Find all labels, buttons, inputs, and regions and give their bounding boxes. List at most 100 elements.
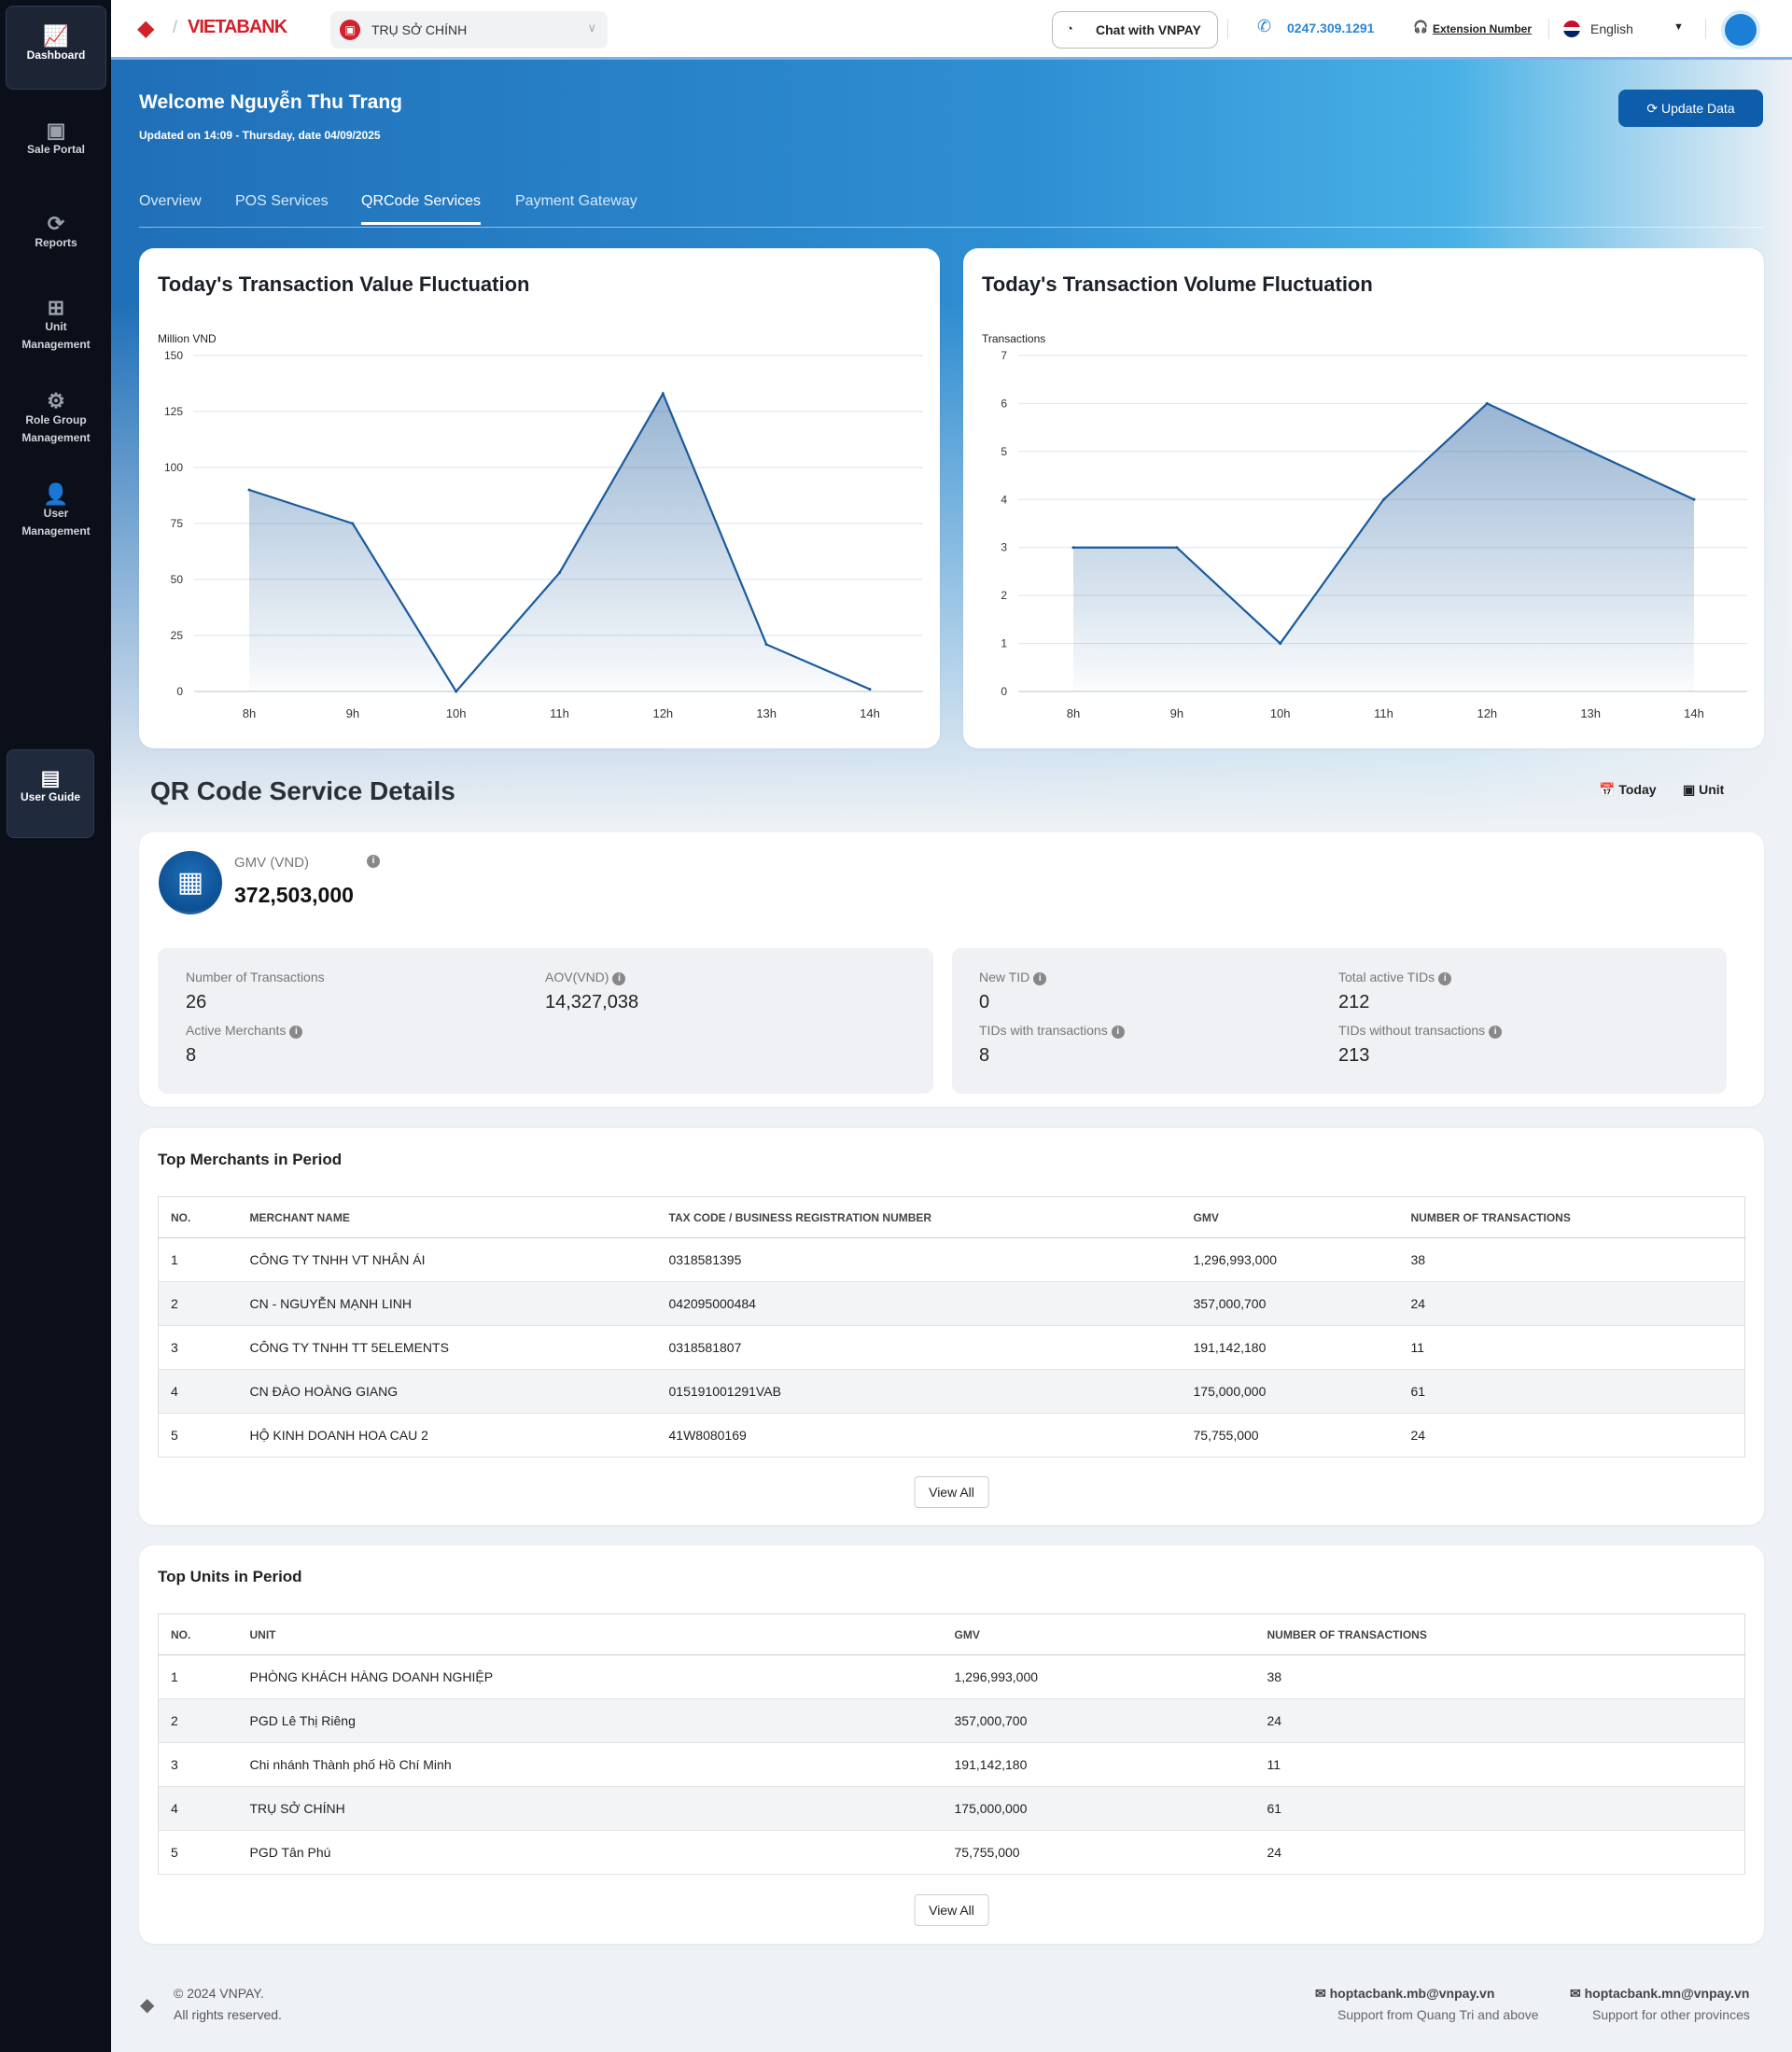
- volume-chart-card: Today's Transaction Volume Fluctuation T…: [963, 248, 1764, 748]
- y-axis-title: Transactions: [982, 332, 1046, 345]
- info-icon[interactable]: i: [1489, 1026, 1503, 1039]
- y-tick-label: 25: [171, 629, 184, 642]
- sidebar-item-label: User Management: [21, 507, 91, 537]
- sidebar-item-user-management[interactable]: 👤 User Management: [6, 482, 106, 540]
- tab-overview[interactable]: Overview: [139, 193, 202, 209]
- uk-flag-icon: [1563, 21, 1580, 37]
- email-link-2[interactable]: ✉ hoptacbank.mn@vnpay.vn: [1570, 1986, 1749, 2002]
- sidebar-item-label: Reports: [35, 236, 77, 249]
- table-cell: 24: [1267, 1698, 1745, 1743]
- tab-payment-gateway[interactable]: Payment Gateway: [515, 193, 637, 209]
- chevron-down-icon: ∨: [587, 21, 596, 35]
- volume-chart: 0 1 2 3 4 5 6 7 8h 9h 10h 11h 12h 13h 14h: [1001, 349, 1747, 720]
- bank-logo: VIETABANK: [188, 17, 287, 37]
- y-tick-label: 2: [1001, 589, 1007, 602]
- info-icon[interactable]: i: [1111, 1026, 1125, 1039]
- sidebar-item-reports[interactable]: ⟳ Reports: [6, 214, 106, 252]
- stat-value: 0: [979, 992, 990, 1012]
- table-cell: 191,142,180: [1193, 1325, 1411, 1370]
- sidebar-item-unit-management[interactable]: ⊞ Unit Management: [6, 296, 106, 354]
- table-cell: 0318581807: [668, 1325, 1194, 1370]
- table-cell: 5: [158, 1830, 250, 1875]
- unit-select[interactable]: ▣ TRỤ SỞ CHÍNH ∨: [330, 11, 608, 49]
- data-point: [351, 522, 355, 525]
- table-cell: CN - NGUYỄN MẠNH LINH: [249, 1281, 669, 1326]
- table-cell: CÔNG TY TNHH TT 5ELEMENTS: [249, 1325, 669, 1370]
- table-cell: 175,000,000: [1193, 1369, 1411, 1414]
- table-row: 1 CÔNG TY TNHH VT NHÂN ÁI 0318581395 1,296,…: [158, 1237, 1745, 1282]
- extension-number-link[interactable]: Extension Number: [1433, 22, 1533, 35]
- x-tick-label: 12h: [1477, 706, 1497, 720]
- language-select[interactable]: English ▼: [1563, 19, 1694, 41]
- column-header: MERCHANT NAME: [249, 1196, 669, 1238]
- y-tick-label: 7: [1001, 349, 1007, 362]
- value-chart: 0 25 50 75 100 125 150 8h 9h 10h 11h 12h 13h 14h: [164, 349, 923, 720]
- hierarchy-icon: ⊞: [47, 296, 65, 319]
- table-cell: 5: [158, 1413, 250, 1458]
- filter-unit-button[interactable]: ▣ Unit: [1683, 782, 1724, 798]
- table-cell: 4: [158, 1786, 250, 1831]
- table-cell: 61: [1410, 1369, 1745, 1414]
- view-all-units-button[interactable]: View All: [914, 1894, 989, 1926]
- value-chart-card: Today's Transaction Value Fluctuation Mi…: [139, 248, 940, 748]
- y-tick-label: 6: [1001, 397, 1007, 410]
- email: hoptacbank.mn@vnpay.vn: [1584, 1986, 1750, 2001]
- table-cell: 38: [1267, 1654, 1745, 1699]
- table-cell: 191,142,180: [954, 1742, 1267, 1787]
- sidebar-item-label: User Guide: [20, 790, 81, 803]
- column-header: NO.: [158, 1613, 250, 1655]
- user-gear-icon: 👤: [43, 482, 69, 506]
- y-tick-label: 0: [176, 685, 183, 698]
- avatar[interactable]: [1721, 10, 1760, 49]
- info-icon[interactable]: i: [612, 972, 626, 985]
- sidebar-item-role-group-management[interactable]: ⚙ Role Group Management: [6, 391, 106, 447]
- info-icon[interactable]: i: [289, 1026, 303, 1039]
- filter-today-button[interactable]: 📅 Today: [1599, 782, 1657, 798]
- divider: [1705, 19, 1706, 39]
- view-all-merchants-button[interactable]: View All: [914, 1476, 989, 1508]
- x-tick-label: 14h: [860, 706, 880, 720]
- update-data-button[interactable]: ⟳ Update Data: [1618, 90, 1763, 127]
- caret-down-icon: ▼: [1673, 21, 1684, 33]
- table-cell: 24: [1410, 1281, 1745, 1326]
- table-cell: 0318581395: [668, 1237, 1194, 1282]
- units-table: NO. UNIT GMV NUMBER OF TRANSACTIONS 1 PHÒ…: [158, 1613, 1745, 1875]
- y-axis-title: Million VND: [158, 332, 217, 345]
- data-point: [661, 392, 665, 396]
- data-point: [1589, 450, 1592, 454]
- logo-divider: /: [173, 18, 178, 36]
- table-cell: 015191001291VAB: [668, 1369, 1194, 1414]
- email-link-1[interactable]: ✉ hoptacbank.mb@vnpay.vn: [1315, 1986, 1494, 2002]
- table-cell: 61: [1267, 1786, 1745, 1831]
- welcome-title: Welcome Nguyễn Thu Trang: [139, 91, 402, 113]
- info-icon[interactable]: i: [367, 855, 380, 868]
- sidebar-item-label: Dashboard: [26, 49, 86, 62]
- x-tick-label: 9h: [1170, 706, 1183, 720]
- sidebar-item-user-guide[interactable]: ▤ User Guide: [7, 749, 94, 838]
- stat-value: 212: [1338, 992, 1370, 1012]
- table-row: 4 TRỤ SỞ CHÍNH 175,000,000 61: [158, 1786, 1745, 1831]
- info-icon[interactable]: i: [1033, 972, 1047, 985]
- x-tick-label: 12h: [652, 706, 673, 720]
- table-cell: 1: [158, 1654, 250, 1699]
- data-point: [247, 488, 251, 492]
- tab-qrcode-services[interactable]: QRCode Services: [361, 193, 482, 225]
- table-cell: 357,000,700: [1193, 1281, 1411, 1326]
- table-cell: 2: [158, 1281, 250, 1326]
- table-row: 2 CN - NGUYỄN MẠNH LINH 042095000484 357,00…: [158, 1281, 1745, 1326]
- table-cell: 75,755,000: [1193, 1413, 1411, 1458]
- sidebar-item-dashboard[interactable]: 📈 Dashboard: [6, 6, 106, 90]
- sidebar-item-sale-portal[interactable]: ▣ Sale Portal: [6, 120, 106, 159]
- chat-vnpay-button[interactable]: ◔ Chat with VNPAY: [1052, 11, 1218, 49]
- info-icon[interactable]: i: [1438, 972, 1452, 985]
- phone-number[interactable]: 0247.309.1291: [1287, 21, 1375, 35]
- column-header: NO.: [158, 1196, 250, 1238]
- table-cell: 1,296,993,000: [954, 1654, 1267, 1699]
- tab-pos-services[interactable]: POS Services: [235, 193, 329, 209]
- data-point: [1692, 497, 1696, 501]
- copyright: © 2024 VNPAY.: [174, 1986, 264, 2001]
- sidebar-item-label: Role Group Management: [21, 413, 91, 444]
- table-row: 3 Chi nhánh Thành phố Hồ Chí Minh 191,142,…: [158, 1742, 1745, 1787]
- x-tick-label: 13h: [1580, 706, 1601, 720]
- y-tick-label: 4: [1001, 493, 1007, 506]
